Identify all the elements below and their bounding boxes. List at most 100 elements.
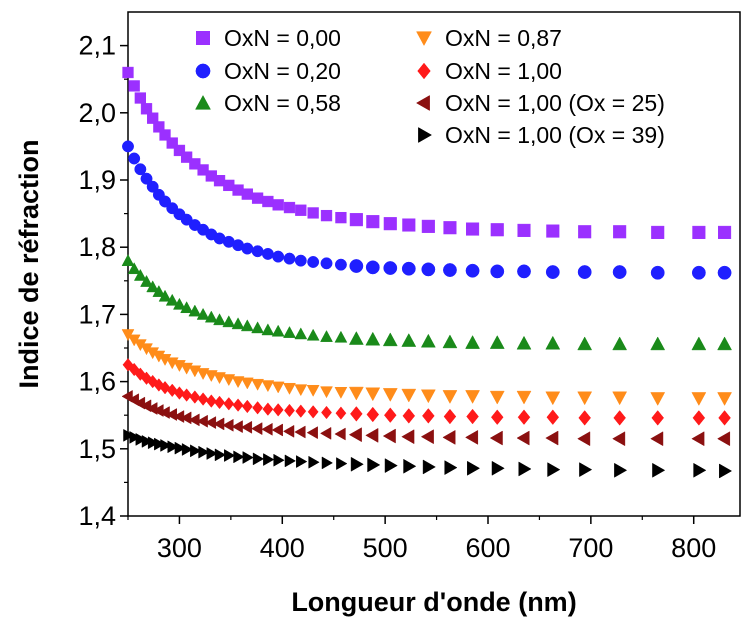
data-point xyxy=(366,215,380,229)
data-point xyxy=(489,335,505,349)
series xyxy=(122,140,732,280)
y-tick-label: 2,0 xyxy=(78,98,116,128)
data-point xyxy=(181,443,194,456)
data-point xyxy=(692,410,706,426)
legend: OxN = 0,00 OxN = 0,20 OxN = 0,58 OxN = 0,87… xyxy=(195,25,665,148)
legend-marker xyxy=(417,62,431,80)
data-point xyxy=(262,195,274,208)
data-point xyxy=(691,431,705,447)
data-point xyxy=(651,410,664,426)
data-point xyxy=(691,392,707,406)
data-point xyxy=(146,180,159,193)
data-point xyxy=(251,245,264,258)
data-point xyxy=(443,263,457,277)
legend-marker xyxy=(195,94,211,110)
data-point xyxy=(577,336,593,351)
data-point xyxy=(545,265,560,279)
data-point xyxy=(295,404,307,418)
data-point xyxy=(420,389,436,404)
data-point xyxy=(382,428,396,444)
data-point xyxy=(401,261,416,276)
data-point xyxy=(294,327,308,340)
data-point xyxy=(490,223,504,237)
data-point xyxy=(350,406,363,422)
data-point xyxy=(517,223,531,237)
data-point xyxy=(272,403,284,417)
data-point xyxy=(578,225,592,239)
series xyxy=(123,428,733,479)
data-point xyxy=(159,129,171,141)
data-point xyxy=(421,219,435,233)
data-point xyxy=(224,449,236,462)
data-point xyxy=(384,407,397,423)
data-point xyxy=(231,420,243,434)
data-point xyxy=(612,265,627,279)
data-point xyxy=(197,392,209,406)
data-point xyxy=(490,409,504,425)
data-point xyxy=(349,259,364,273)
data-point xyxy=(335,211,347,224)
data-point xyxy=(365,427,379,443)
legend-item: OxN = 0,20 xyxy=(195,58,341,84)
data-point xyxy=(334,258,347,271)
data-point xyxy=(443,221,457,235)
legend-item: OxN = 1,00 xyxy=(417,58,562,84)
data-point xyxy=(402,218,416,232)
data-point xyxy=(579,462,593,478)
data-point xyxy=(444,460,458,476)
legend-item: OxN = 0,87 xyxy=(416,25,562,51)
y-tick-label: 1,4 xyxy=(78,501,116,531)
x-tick-label: 400 xyxy=(260,533,305,563)
data-point xyxy=(545,430,559,446)
data-point xyxy=(134,92,146,104)
data-point xyxy=(123,428,135,442)
data-point xyxy=(717,265,732,280)
data-point xyxy=(273,453,285,467)
data-point xyxy=(491,460,505,476)
data-point xyxy=(650,431,664,447)
data-point xyxy=(129,430,141,444)
data-point xyxy=(307,405,319,419)
data-point xyxy=(545,335,561,350)
data-point xyxy=(401,388,417,403)
data-point xyxy=(133,268,147,281)
y-tick-label: 1,7 xyxy=(78,299,116,329)
data-point xyxy=(261,247,274,260)
data-point xyxy=(272,250,285,263)
data-point xyxy=(158,289,172,302)
data-point xyxy=(232,398,244,412)
x-tick-label: 300 xyxy=(157,533,202,563)
data-point xyxy=(442,390,458,404)
data-markers xyxy=(121,66,733,479)
legend-marker xyxy=(195,63,211,79)
data-point xyxy=(122,140,134,153)
data-point xyxy=(365,331,381,346)
data-point xyxy=(240,377,254,390)
legend-marker xyxy=(418,127,433,143)
data-point xyxy=(307,207,319,219)
data-point xyxy=(348,386,364,401)
x-tick-label: 800 xyxy=(671,533,716,563)
data-point xyxy=(251,422,263,436)
data-point xyxy=(350,456,364,472)
data-point xyxy=(166,137,178,149)
data-point xyxy=(214,395,225,410)
y-axis-title: Indice de réfraction xyxy=(14,139,44,388)
data-point xyxy=(252,452,265,466)
series xyxy=(121,389,731,447)
data-point xyxy=(652,462,666,478)
data-point xyxy=(516,335,532,350)
data-point xyxy=(231,317,245,330)
data-point xyxy=(321,405,332,420)
data-point xyxy=(180,151,193,163)
data-point xyxy=(334,387,348,399)
data-point xyxy=(366,406,380,423)
data-point xyxy=(420,429,434,445)
data-point xyxy=(320,209,333,222)
data-point xyxy=(718,410,731,426)
data-point xyxy=(719,463,733,479)
legend-item: OxN = 1,00 (Ox = 25) xyxy=(415,90,665,116)
data-point xyxy=(240,319,254,332)
data-point xyxy=(173,297,186,310)
x-tick-label: 500 xyxy=(363,533,408,563)
